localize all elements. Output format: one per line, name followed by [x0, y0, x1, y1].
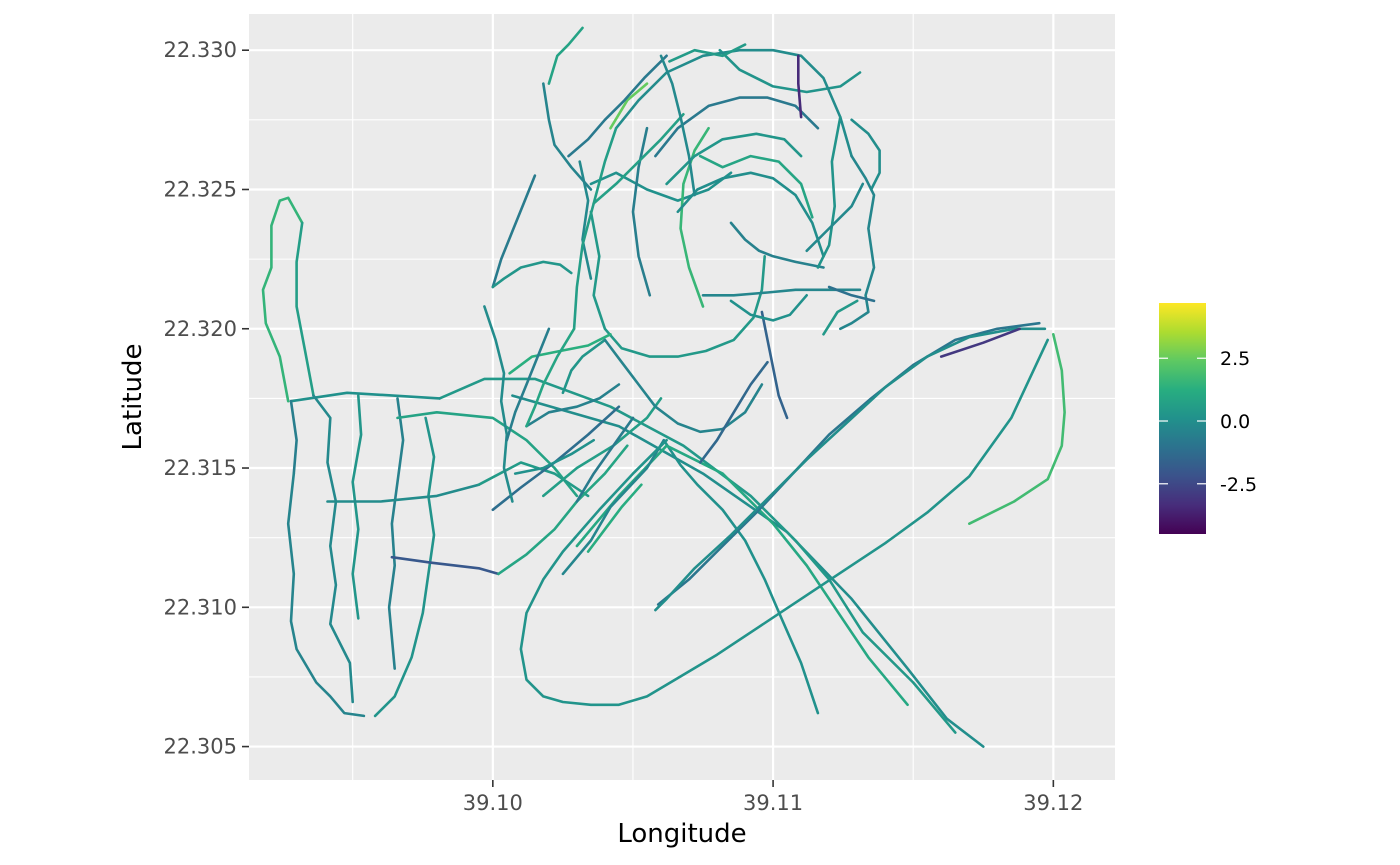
- road-segment: [289, 399, 298, 475]
- road-segment: [805, 182, 865, 253]
- road-segment: [513, 438, 596, 475]
- x-tick-label: 39.10: [463, 791, 523, 815]
- road-segment: [286, 472, 366, 718]
- road-segment: [654, 96, 820, 158]
- road-segment: [614, 48, 853, 158]
- road-segment: [668, 43, 747, 63]
- road-segment: [572, 126, 618, 331]
- road-segment: [760, 310, 789, 420]
- road-segment: [511, 394, 985, 748]
- road-segment: [312, 394, 355, 704]
- road-segment: [729, 221, 825, 269]
- road-segment: [662, 438, 820, 715]
- colorbar-tick-label: -2.5: [1220, 474, 1257, 496]
- road-segment: [659, 54, 696, 197]
- road-segment: [387, 397, 405, 670]
- road-segment: [609, 82, 649, 130]
- colorbar: [1159, 303, 1206, 534]
- x-axis: 39.10 39.11 39.12: [463, 780, 1083, 815]
- road-segment: [676, 171, 825, 258]
- road-segment: [491, 260, 573, 289]
- road-segment: [850, 118, 881, 191]
- road-segment: [289, 391, 441, 403]
- y-tick-label: 22.320: [164, 317, 237, 341]
- colorbar-tick-label: 2.5: [1220, 348, 1250, 370]
- road-segment: [698, 360, 769, 464]
- road-segment: [603, 338, 764, 434]
- colorbar-tick-label: 0.0: [1220, 411, 1250, 433]
- road-segment: [838, 154, 876, 331]
- y-tick-label: 22.315: [164, 456, 237, 480]
- y-tick-label: 22.305: [164, 735, 237, 759]
- road-segment: [729, 293, 809, 322]
- road-segment: [698, 154, 814, 219]
- road-segment: [654, 327, 1047, 612]
- road-segment: [351, 394, 363, 620]
- road-segment: [261, 196, 304, 403]
- road-segment: [796, 54, 803, 119]
- y-tick-label: 22.330: [164, 38, 237, 62]
- road-segment: [827, 285, 876, 303]
- road-segment: [939, 327, 1022, 358]
- road-segment: [631, 126, 652, 297]
- road-segment: [519, 338, 1049, 707]
- x-tick-label: 39.12: [1023, 791, 1083, 815]
- road-segment: [390, 555, 500, 576]
- road-segment: [541, 82, 593, 191]
- road-segment: [575, 416, 635, 503]
- y-axis: 22.305 22.310 22.315 22.320 22.325 22.330: [164, 38, 249, 759]
- colorbar-legend: 2.5 0.0 -2.5: [1159, 303, 1257, 534]
- road-segment: [547, 26, 584, 85]
- road-segment: [586, 483, 643, 553]
- road-segment: [505, 327, 551, 442]
- road-segment: [816, 115, 842, 269]
- road-segment: [592, 113, 685, 205]
- road-segment: [561, 338, 607, 395]
- road-segment: [567, 54, 668, 158]
- road-network: [261, 26, 1066, 748]
- x-tick-label: 39.11: [743, 791, 803, 815]
- road-segment: [438, 377, 957, 734]
- road-segment: [373, 416, 436, 718]
- road-segment: [561, 438, 666, 576]
- road-segment: [525, 383, 621, 428]
- road-segment: [525, 327, 576, 428]
- road-segment: [967, 332, 1066, 526]
- x-axis-title: Longitude: [617, 819, 746, 849]
- road-segment: [589, 210, 767, 358]
- road-segment: [718, 48, 862, 94]
- y-tick-label: 22.310: [164, 595, 237, 619]
- road-segment: [589, 171, 733, 202]
- road-segment: [491, 174, 537, 289]
- colorbar-ticks: 2.5 0.0 -2.5: [1159, 348, 1257, 496]
- road-segment: [295, 221, 315, 397]
- grid-minor: [249, 14, 1115, 780]
- road-segment: [497, 444, 629, 576]
- road-segment: [822, 299, 859, 336]
- y-axis-title: Latitude: [118, 343, 148, 450]
- y-tick-label: 22.325: [164, 177, 237, 201]
- road-segment: [483, 305, 514, 503]
- road-segment: [326, 483, 481, 503]
